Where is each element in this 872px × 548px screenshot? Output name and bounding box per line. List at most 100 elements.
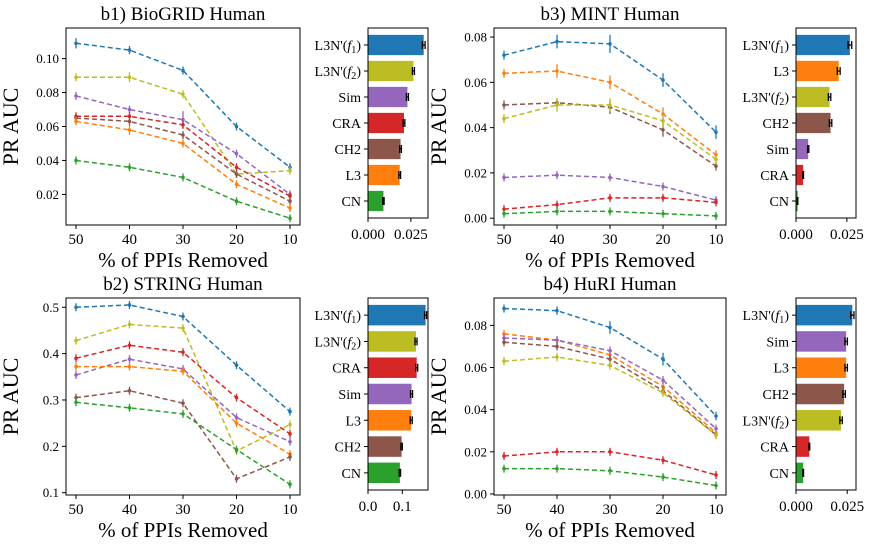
bar-x-tick-label: 0.025 bbox=[830, 227, 864, 243]
data-point bbox=[608, 176, 612, 180]
bar-category-label: L3N'(f1) bbox=[743, 309, 790, 326]
bar-category-label: CH2 bbox=[763, 117, 789, 132]
data-point bbox=[555, 40, 559, 44]
bar-x-tick-label: 0.025 bbox=[394, 227, 428, 243]
data-point bbox=[128, 48, 132, 52]
bar bbox=[368, 436, 402, 457]
data-point bbox=[181, 123, 185, 127]
bar-category-label: L3 bbox=[773, 65, 789, 80]
bar bbox=[796, 35, 850, 55]
bar bbox=[796, 410, 841, 431]
bar-chart: L3N'(f1) L3N'(f2) CRA Sim L3 CH2 CN 0.0 0.1 bbox=[315, 298, 428, 515]
bar-category-label: CH2 bbox=[335, 441, 361, 456]
y-tick-label: 0.08 bbox=[464, 30, 487, 45]
series-L3N'(f2) bbox=[74, 320, 292, 455]
data-point bbox=[661, 475, 665, 479]
series-line bbox=[76, 305, 290, 412]
bar-category-label: CRA bbox=[760, 169, 790, 184]
data-point bbox=[235, 477, 239, 481]
data-point bbox=[128, 75, 132, 79]
data-point bbox=[714, 201, 718, 205]
data-point bbox=[608, 42, 612, 46]
series-line bbox=[76, 43, 290, 167]
data-point bbox=[714, 214, 718, 218]
series-CN bbox=[74, 398, 292, 488]
y-tick-label: 0.08 bbox=[36, 85, 59, 100]
data-point bbox=[288, 423, 292, 427]
bar-x-tick-label: 0.0 bbox=[359, 499, 378, 515]
bar-x-tick-label: 0.000 bbox=[351, 227, 385, 243]
y-tick-label: 0.02 bbox=[36, 187, 59, 202]
data-point bbox=[661, 185, 665, 189]
data-point bbox=[502, 117, 506, 121]
series-CN bbox=[502, 207, 718, 220]
x-tick-label: 20 bbox=[656, 232, 671, 248]
data-point bbox=[181, 412, 185, 416]
series-L3N'(f2) bbox=[502, 98, 718, 164]
bar-category-label: L3 bbox=[345, 414, 361, 429]
data-point bbox=[288, 432, 292, 436]
data-point bbox=[128, 108, 132, 112]
data-point bbox=[288, 455, 292, 459]
data-point bbox=[128, 303, 132, 307]
x-tick-label: 20 bbox=[229, 232, 244, 248]
series-CRA bbox=[74, 341, 292, 438]
data-point bbox=[555, 69, 559, 73]
series-L3N'(f2) bbox=[502, 353, 718, 439]
bar-category-label: CN bbox=[770, 195, 789, 210]
data-point bbox=[502, 103, 506, 107]
series-line bbox=[76, 160, 290, 218]
x-tick-label: 20 bbox=[229, 502, 244, 518]
x-axis-label: % of PPIs Removed bbox=[525, 518, 695, 542]
data-point bbox=[502, 359, 506, 363]
bar bbox=[796, 436, 809, 457]
bar-category-label: CRA bbox=[332, 362, 362, 377]
series-L3N'(f1) bbox=[74, 38, 292, 171]
y-tick-label: 0.4 bbox=[43, 346, 60, 361]
data-point bbox=[235, 396, 239, 400]
data-point bbox=[608, 357, 612, 361]
data-point bbox=[661, 458, 665, 462]
data-point bbox=[128, 365, 132, 369]
data-point bbox=[235, 182, 239, 186]
y-tick-label: 0.00 bbox=[464, 211, 487, 226]
bar bbox=[368, 305, 426, 326]
data-point bbox=[502, 340, 506, 344]
y-tick-label: 0.04 bbox=[464, 120, 487, 135]
bar bbox=[368, 331, 416, 352]
chart-title: b4) HuRI Human bbox=[544, 274, 677, 295]
bar-category-label: Sim bbox=[338, 388, 361, 403]
x-tick-label: 40 bbox=[122, 502, 137, 518]
data-point bbox=[288, 410, 292, 414]
x-tick-label: 40 bbox=[550, 502, 565, 518]
bar bbox=[368, 384, 412, 405]
data-point bbox=[235, 152, 239, 156]
data-point bbox=[74, 365, 78, 369]
bar bbox=[368, 191, 383, 211]
data-point bbox=[288, 169, 292, 173]
panel-1: b1) BioGRID Human 50 40 30 20 10 0.02 0.04 0.06 0… bbox=[0, 4, 428, 272]
bar bbox=[368, 410, 411, 431]
data-point bbox=[608, 81, 612, 85]
bar bbox=[796, 113, 831, 133]
series-CH2 bbox=[74, 387, 292, 483]
y-tick-label: 0.08 bbox=[464, 318, 487, 333]
data-point bbox=[714, 130, 718, 134]
bar-category-label: CH2 bbox=[763, 388, 789, 403]
x-tick-label: 30 bbox=[176, 502, 191, 518]
data-point bbox=[661, 196, 665, 200]
data-point bbox=[608, 450, 612, 454]
data-point bbox=[181, 142, 185, 146]
data-point bbox=[235, 165, 239, 169]
x-tick-label: 10 bbox=[709, 232, 724, 248]
y-tick-label: 0.06 bbox=[464, 360, 487, 375]
bar-chart: L3N'(f1)L3N'(f2)SimCRACH2L3CN0.000 0.025 bbox=[315, 28, 428, 243]
data-point bbox=[128, 128, 132, 132]
data-point bbox=[555, 355, 559, 359]
panel-4: b4) HuRI Human50 40 30 20 100.000.020.040.06… bbox=[426, 274, 864, 542]
y-axis-label: PR AUC bbox=[426, 88, 451, 166]
data-point bbox=[128, 357, 132, 361]
data-point bbox=[181, 401, 185, 405]
bar bbox=[796, 305, 852, 326]
data-point bbox=[661, 128, 665, 132]
